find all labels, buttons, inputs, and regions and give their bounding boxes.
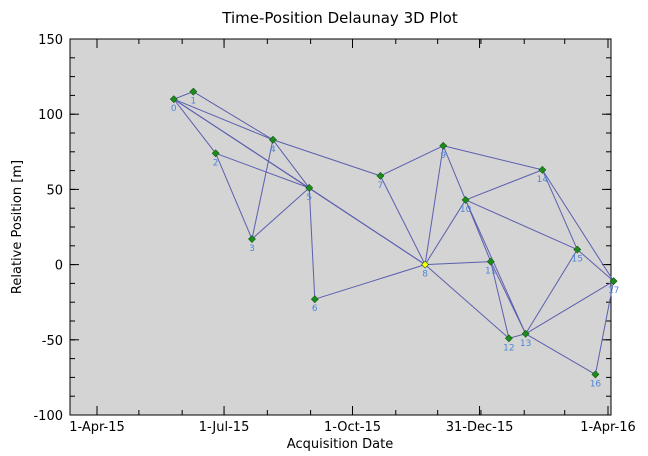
delaunay-edge bbox=[173, 98, 217, 154]
point-marker bbox=[439, 141, 448, 150]
chart-title: Time-Position Delaunay 3D Plot bbox=[221, 9, 458, 27]
delaunay-edge bbox=[525, 280, 614, 335]
point-label: 6 bbox=[312, 304, 318, 314]
point-marker bbox=[609, 277, 618, 286]
delaunay-edge bbox=[215, 153, 253, 240]
delaunay-edge bbox=[465, 199, 527, 334]
point-marker bbox=[573, 245, 582, 254]
delaunay-edge bbox=[490, 261, 510, 339]
delaunay-edge bbox=[425, 261, 491, 266]
x-tick-label: 1-Apr-16 bbox=[580, 420, 636, 435]
point-label: 13 bbox=[520, 339, 531, 349]
delaunay-edge bbox=[215, 152, 310, 189]
delaunay-edge bbox=[193, 91, 274, 141]
delaunay-edge bbox=[272, 139, 381, 177]
x-tick-label: 1-Oct-15 bbox=[324, 420, 381, 435]
delaunay-edge bbox=[594, 281, 615, 375]
plot-area bbox=[69, 38, 612, 416]
x-tick-labels: 1-Apr-15 1-Jul-15 1-Oct-15 31-Dec-15 1-Apr-1… bbox=[69, 420, 636, 435]
y-major-ticks bbox=[70, 38, 611, 416]
point-label: 16 bbox=[590, 379, 602, 389]
delaunay-edge bbox=[251, 139, 274, 240]
delaunay-edge bbox=[443, 145, 543, 171]
delaunay-edge bbox=[541, 169, 615, 282]
point-label: 4 bbox=[270, 145, 276, 155]
delaunay-edge bbox=[465, 199, 578, 251]
point-marker bbox=[248, 235, 256, 243]
point-marker bbox=[521, 329, 530, 338]
point-marker bbox=[591, 370, 600, 379]
point-label: 2 bbox=[213, 158, 219, 168]
point-label: 5 bbox=[306, 193, 312, 203]
point-marker bbox=[310, 295, 319, 304]
delaunay-edge bbox=[490, 261, 527, 335]
point-label: 3 bbox=[249, 244, 255, 254]
x-tick-label: 1-Jul-15 bbox=[199, 420, 250, 435]
point-marker bbox=[538, 165, 547, 174]
point-marker bbox=[189, 87, 198, 96]
point-label: 0 bbox=[171, 104, 177, 114]
point-marker bbox=[268, 135, 277, 144]
x-major-ticks bbox=[96, 39, 609, 415]
y-tick-label: 50 bbox=[46, 183, 63, 198]
point-label: 8 bbox=[422, 270, 428, 280]
y-tick-label: -50 bbox=[42, 334, 63, 349]
delaunay-edge bbox=[442, 145, 467, 201]
delaunay-edge bbox=[576, 249, 614, 282]
y-tick-label: 150 bbox=[38, 33, 63, 48]
delaunay-edge bbox=[173, 98, 274, 141]
point-label: 10 bbox=[460, 205, 472, 215]
y-axis-title: Relative Position [m] bbox=[10, 160, 25, 294]
point-label: 11 bbox=[485, 267, 496, 277]
delaunay-edge bbox=[380, 145, 444, 177]
x-axis-title: Acquisition Date bbox=[287, 437, 393, 452]
delaunay-edge bbox=[251, 187, 310, 240]
point-label: 17 bbox=[608, 286, 619, 296]
y-tick-label: 100 bbox=[38, 108, 63, 123]
delaunay-edge bbox=[525, 249, 578, 335]
delaunay-edge bbox=[465, 169, 543, 201]
point-marker bbox=[504, 334, 513, 343]
point-label: 9 bbox=[440, 151, 446, 161]
delaunay-edge bbox=[541, 169, 578, 250]
delaunay-edge bbox=[314, 264, 426, 300]
point-label: 7 bbox=[378, 181, 384, 191]
point-marker bbox=[486, 257, 495, 266]
delaunay-edge bbox=[308, 187, 426, 266]
y-tick-labels: 150 100 50 0 -50 -100 bbox=[33, 33, 63, 424]
x-tick-label: 31-Dec-15 bbox=[446, 420, 514, 435]
point-label: 12 bbox=[503, 343, 514, 353]
reference-point-marker bbox=[421, 260, 430, 269]
point-marker bbox=[461, 196, 470, 204]
delaunay-edge bbox=[525, 333, 596, 375]
x-tick-label: 1-Apr-15 bbox=[69, 420, 125, 435]
delaunay-edge bbox=[424, 145, 444, 265]
y-tick-label: -100 bbox=[33, 409, 63, 424]
point-label: 14 bbox=[537, 175, 549, 185]
delaunay-edge bbox=[272, 139, 310, 189]
delaunay-edge bbox=[424, 199, 467, 265]
point-marker bbox=[305, 183, 314, 192]
point-marker bbox=[376, 171, 385, 180]
delaunay-edge bbox=[424, 264, 510, 339]
delaunay-edge bbox=[308, 187, 316, 300]
delaunay-edge bbox=[379, 175, 426, 265]
data-points bbox=[169, 87, 618, 379]
point-marker bbox=[211, 149, 220, 158]
point-label: 1 bbox=[190, 97, 196, 107]
y-tick-label: 0 bbox=[55, 259, 63, 274]
delaunay-edge bbox=[173, 91, 194, 100]
point-marker bbox=[169, 95, 178, 104]
point-label: 15 bbox=[572, 255, 583, 265]
